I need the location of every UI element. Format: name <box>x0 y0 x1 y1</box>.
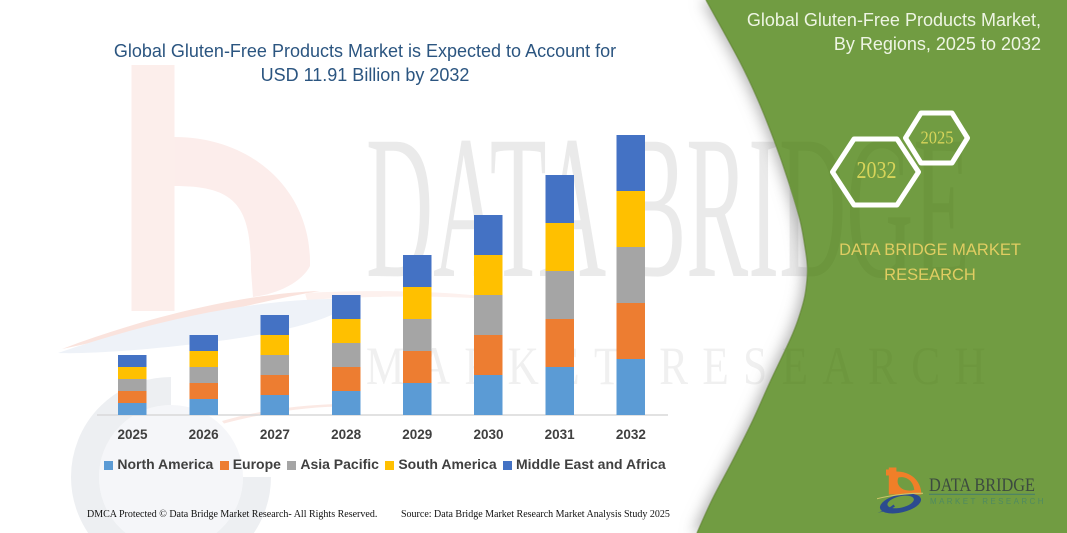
svg-text:DATA BRIDGE: DATA BRIDGE <box>929 475 1035 496</box>
svg-text:2032: 2032 <box>857 158 897 184</box>
svg-text:2025: 2025 <box>921 128 954 148</box>
svg-text:MARKET RESEARCH: MARKET RESEARCH <box>930 497 1046 506</box>
